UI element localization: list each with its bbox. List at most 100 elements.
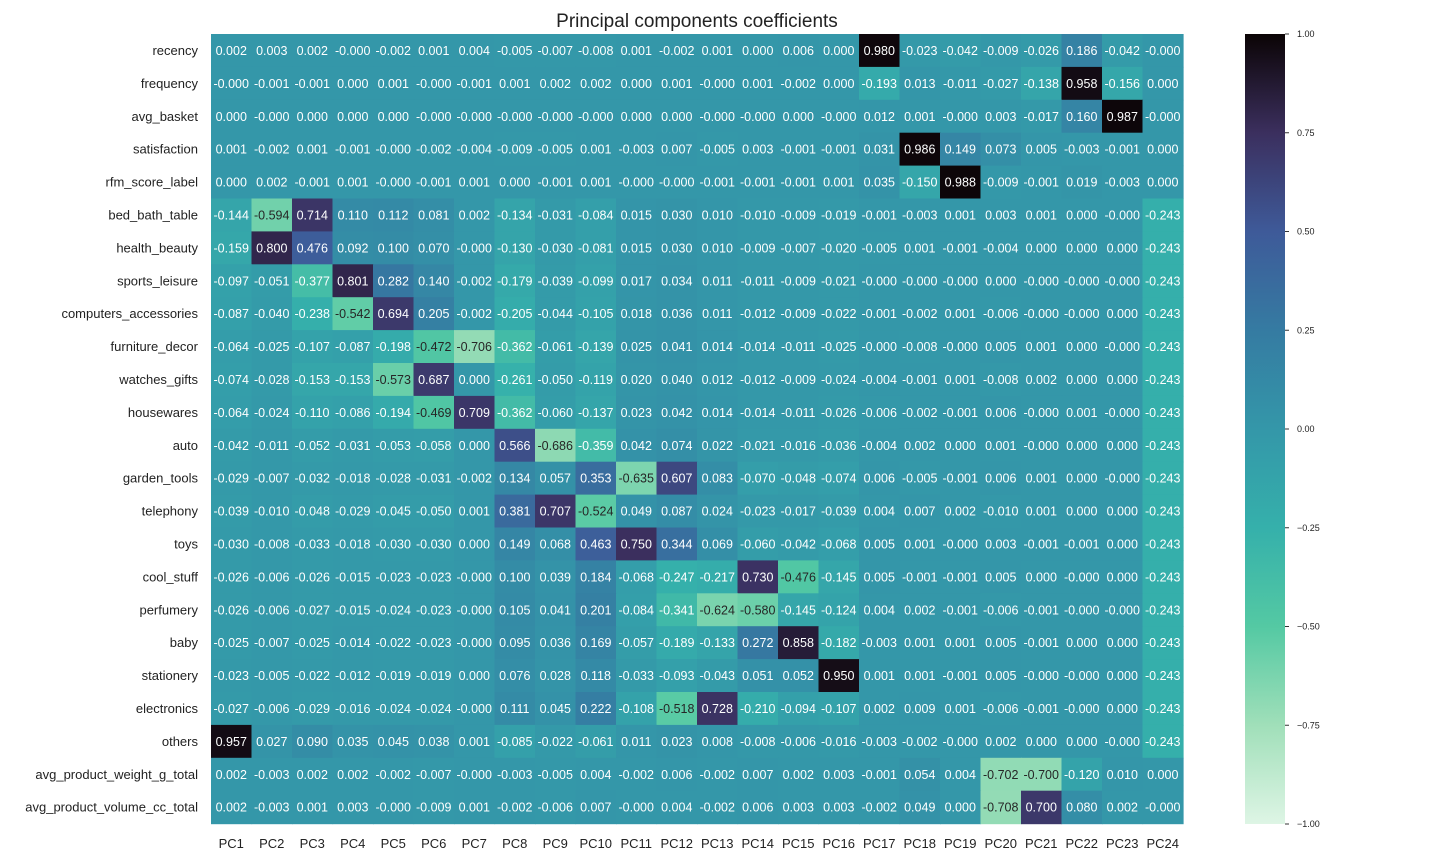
cell-value-label: 0.000 bbox=[783, 110, 814, 124]
cell-value-label: -0.001 bbox=[943, 241, 978, 255]
heatmap-cell bbox=[494, 560, 536, 594]
column-label: PC13 bbox=[701, 836, 734, 851]
cell-value-label: 0.076 bbox=[499, 669, 530, 683]
cell-value-label: -0.000 bbox=[376, 801, 411, 815]
heatmap-cell bbox=[332, 527, 374, 561]
heatmap-cell bbox=[1061, 790, 1103, 825]
heatmap-cell bbox=[211, 165, 253, 200]
heatmap-cell bbox=[616, 593, 658, 627]
cell-value-label: -0.000 bbox=[1024, 274, 1059, 288]
cell-value-label: -0.011 bbox=[740, 274, 775, 288]
heatmap-cell bbox=[778, 198, 820, 232]
heatmap-cell bbox=[1142, 626, 1184, 660]
cell-value-label: -0.028 bbox=[254, 373, 289, 387]
cell-value-label: -0.012 bbox=[335, 669, 370, 683]
cell-value-label: -0.009 bbox=[983, 44, 1018, 58]
heatmap-cell bbox=[413, 626, 455, 660]
heatmap-cell bbox=[818, 165, 860, 200]
cell-value-label: -0.012 bbox=[740, 307, 775, 321]
heatmap-cell bbox=[940, 626, 982, 660]
cell-value-label: 0.007 bbox=[742, 768, 773, 782]
cell-value-label: -0.145 bbox=[821, 570, 856, 584]
cell-value-label: -0.018 bbox=[335, 537, 370, 551]
heatmap-cell bbox=[778, 132, 820, 167]
cell-value-label: -0.039 bbox=[821, 505, 856, 519]
heatmap-cell bbox=[818, 790, 860, 825]
cell-value-label: 0.000 bbox=[1066, 439, 1097, 453]
heatmap-cell bbox=[454, 34, 496, 68]
heatmap-cell bbox=[1102, 264, 1144, 298]
cell-value-label: 0.344 bbox=[661, 537, 692, 551]
cell-value-label: -0.359 bbox=[578, 439, 613, 453]
heatmap-cell bbox=[211, 757, 253, 792]
heatmap-cell bbox=[899, 757, 941, 792]
heatmap-cell bbox=[494, 757, 536, 792]
heatmap-cell bbox=[980, 264, 1022, 298]
cell-value-label: -0.002 bbox=[862, 801, 897, 815]
cell-value-label: 0.001 bbox=[621, 44, 652, 58]
cell-value-label: 0.730 bbox=[742, 570, 773, 584]
heatmap-cell bbox=[980, 494, 1022, 529]
column-label: PC5 bbox=[381, 836, 406, 851]
cell-value-label: -0.003 bbox=[497, 768, 532, 782]
heatmap-cell bbox=[494, 330, 536, 364]
cell-value-label: 0.001 bbox=[1026, 340, 1057, 354]
heatmap-cell bbox=[737, 264, 779, 298]
heatmap-cell bbox=[778, 593, 820, 627]
cell-value-label: 0.003 bbox=[256, 44, 287, 58]
cell-value-label: -0.007 bbox=[538, 44, 573, 58]
cell-value-label: 0.000 bbox=[945, 439, 976, 453]
heatmap-cell bbox=[413, 66, 455, 101]
cell-value-label: 0.160 bbox=[1066, 110, 1097, 124]
heatmap-cell bbox=[332, 560, 374, 594]
cell-value-label: -0.008 bbox=[983, 373, 1018, 387]
cell-value-label: -0.000 bbox=[457, 241, 492, 255]
heatmap-cell bbox=[778, 363, 820, 397]
heatmap-cell bbox=[616, 494, 658, 529]
heatmap-cell bbox=[656, 724, 698, 759]
cell-value-label: 0.463 bbox=[580, 537, 611, 551]
heatmap-cell bbox=[1102, 626, 1144, 660]
heatmap-cell bbox=[737, 395, 779, 430]
heatmap-cell bbox=[332, 198, 374, 232]
heatmap-cell bbox=[778, 99, 820, 134]
cell-value-label: 0.003 bbox=[823, 801, 854, 815]
heatmap-cell bbox=[778, 34, 820, 68]
heatmap-cell bbox=[859, 165, 901, 200]
heatmap-cell bbox=[980, 724, 1022, 759]
cell-value-label: 0.005 bbox=[1026, 143, 1057, 157]
cell-value-label: -0.031 bbox=[538, 208, 573, 222]
heatmap-cell bbox=[940, 461, 982, 496]
cell-value-label: -0.001 bbox=[943, 406, 978, 420]
heatmap-cell bbox=[251, 66, 293, 101]
heatmap-cell bbox=[1021, 724, 1063, 759]
cell-value-label: 0.001 bbox=[945, 636, 976, 650]
cell-value-label: 0.001 bbox=[418, 44, 449, 58]
heatmap-cell bbox=[778, 461, 820, 496]
cell-value-label: 0.036 bbox=[540, 636, 571, 650]
cell-value-label: -0.024 bbox=[416, 702, 451, 716]
heatmap-cell bbox=[899, 692, 941, 726]
heatmap-cell bbox=[251, 297, 293, 331]
heatmap-cell bbox=[292, 363, 334, 397]
heatmap-cell bbox=[616, 34, 658, 68]
heatmap-cell bbox=[1142, 165, 1184, 200]
heatmap-cell bbox=[413, 724, 455, 759]
column-label: PC24 bbox=[1146, 836, 1179, 851]
cell-value-label: -0.001 bbox=[781, 143, 816, 157]
heatmap-cell bbox=[656, 659, 698, 693]
heatmap-cell bbox=[1142, 132, 1184, 167]
cell-value-label: -0.001 bbox=[943, 570, 978, 584]
heatmap-cell bbox=[1061, 560, 1103, 594]
heatmap-cell bbox=[980, 626, 1022, 660]
cell-value-label: 0.035 bbox=[337, 735, 368, 749]
heatmap-cell bbox=[697, 593, 739, 627]
cell-value-label: 0.110 bbox=[338, 208, 368, 222]
heatmap-cell bbox=[778, 428, 820, 463]
cell-value-label: 0.002 bbox=[297, 768, 328, 782]
heatmap-cell bbox=[251, 626, 293, 660]
cell-value-label: -0.086 bbox=[335, 406, 370, 420]
cell-value-label: 0.800 bbox=[256, 241, 287, 255]
heatmap-cell bbox=[292, 428, 334, 463]
cell-value-label: -0.024 bbox=[376, 603, 411, 617]
